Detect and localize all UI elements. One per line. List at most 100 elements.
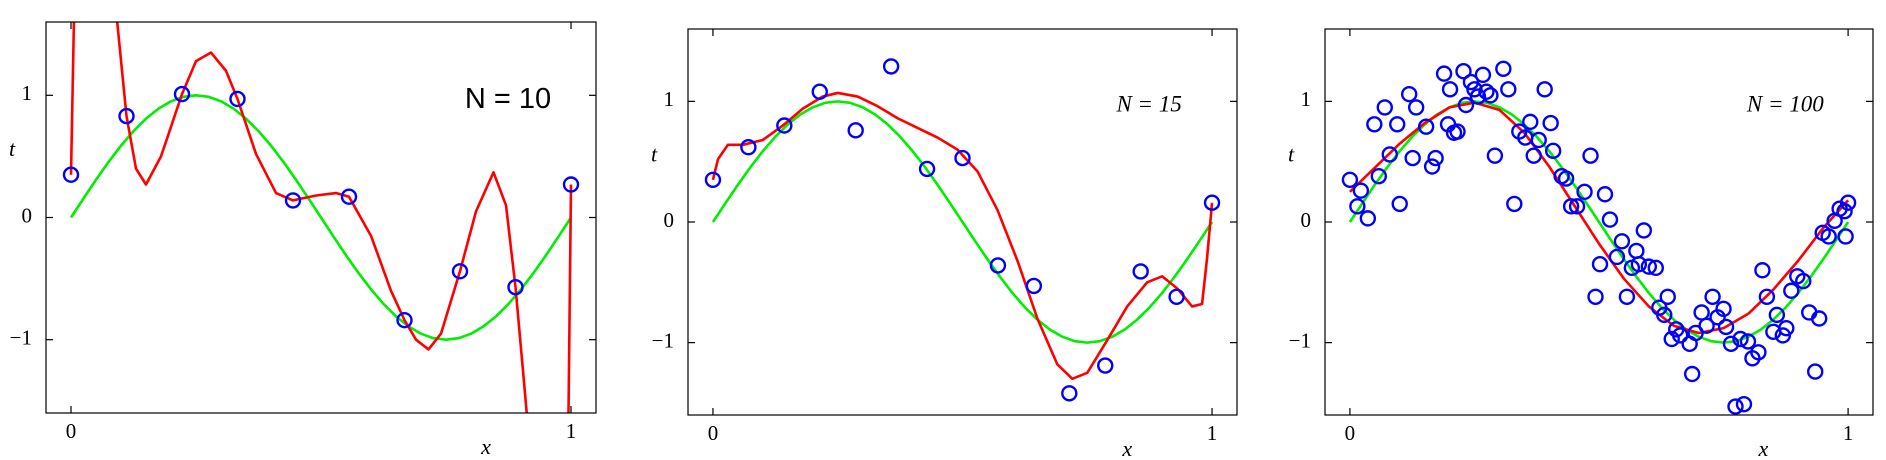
data-point [1478, 83, 1495, 100]
x-tick-label: 1 [566, 419, 577, 443]
data-point [1404, 149, 1421, 167]
data-point [1486, 147, 1504, 164]
curve [711, 91, 1214, 381]
y-tick-label: −1 [1289, 328, 1311, 352]
data-point [1474, 66, 1492, 84]
data-point [1391, 195, 1408, 213]
data-point [1557, 170, 1575, 187]
y-tick-label: 0 [1301, 208, 1312, 232]
annotation: N = 15 [1115, 91, 1181, 116]
data-point [1449, 123, 1466, 140]
data-point [1441, 81, 1459, 98]
data-point [1630, 256, 1648, 273]
data-point [1768, 306, 1786, 324]
data-point [118, 107, 135, 125]
data-point [396, 311, 413, 329]
data-point [1530, 131, 1547, 149]
y-axis-label: t [9, 136, 16, 161]
data-point [1608, 248, 1626, 266]
data-point [1168, 288, 1185, 305]
data-point [1061, 385, 1078, 402]
data-point [776, 117, 793, 134]
y-tick-label: −1 [652, 328, 674, 352]
data-point [1820, 228, 1837, 245]
data-point [1837, 228, 1854, 245]
data-point [1698, 317, 1715, 334]
data-point [1352, 182, 1370, 199]
data-point [1687, 324, 1704, 342]
data-point [451, 263, 469, 280]
curve [1348, 100, 1850, 344]
data-point [1381, 146, 1398, 163]
data-point [1455, 63, 1472, 80]
y-axis-label: t [1288, 141, 1295, 166]
data-point [1435, 65, 1453, 82]
annotation: N = 10 [465, 83, 551, 115]
data-point [1754, 262, 1771, 279]
data-point [173, 85, 191, 103]
data-point [1640, 258, 1658, 275]
data-point [1506, 195, 1523, 213]
data-point [284, 192, 302, 209]
data-point [1807, 363, 1824, 380]
data-point [1596, 186, 1614, 203]
data-point [1366, 116, 1383, 133]
data-point [1722, 335, 1740, 353]
curve [69, 22, 573, 413]
data-point [1683, 365, 1701, 383]
data-point [1417, 118, 1435, 135]
data-point [1663, 330, 1680, 348]
data-point [62, 166, 80, 183]
panel: 0 1 −1 0 1 x t N = 100 [1288, 28, 1874, 460]
x-tick-label: 1 [1207, 421, 1218, 445]
curve [69, 94, 573, 341]
data-point [1715, 300, 1732, 318]
data-point [1628, 242, 1645, 260]
data-point [1341, 171, 1359, 188]
data-point [704, 171, 722, 188]
data-point [1635, 222, 1653, 239]
data-point [1618, 288, 1636, 305]
data-point [1587, 288, 1604, 305]
data-point [1500, 81, 1517, 98]
x-tick-label: 1 [1843, 421, 1854, 445]
x-axis-label: x [1758, 436, 1769, 460]
y-tick-label: −1 [10, 326, 32, 350]
data-point [1568, 198, 1586, 215]
x-tick-label: 0 [66, 419, 77, 443]
data-point [1783, 282, 1800, 299]
data-point [1778, 319, 1795, 337]
data-point [507, 278, 524, 296]
data-point [882, 58, 900, 75]
plot-area [1341, 60, 1857, 415]
annotation: N = 100 [1746, 91, 1824, 116]
data-point [1576, 183, 1593, 201]
data-point [1389, 116, 1406, 133]
data-point [1717, 318, 1735, 336]
data-point [1810, 310, 1828, 327]
plot-area [704, 58, 1221, 402]
data-point [954, 149, 971, 167]
data-point [1659, 288, 1676, 305]
data-point [1562, 198, 1580, 215]
data-point [1727, 398, 1744, 415]
data-point [1132, 263, 1149, 280]
data-point [1203, 194, 1221, 211]
data-point [340, 188, 358, 205]
curve [711, 100, 1214, 344]
data-point [1482, 87, 1499, 104]
data-point [1647, 259, 1664, 277]
data-point [1735, 395, 1753, 413]
x-axis-label: x [480, 434, 491, 459]
data-point [1693, 304, 1710, 321]
x-tick-label: 0 [1345, 421, 1356, 445]
data-point [1522, 113, 1539, 131]
frame [45, 21, 597, 414]
frame [687, 28, 1238, 416]
data-point [1469, 88, 1487, 105]
panel: 0 1 −1 0 1 x t N = 10 [9, 21, 597, 459]
data-point [1400, 85, 1418, 103]
data-point [1750, 344, 1767, 361]
data-point [1732, 330, 1749, 348]
